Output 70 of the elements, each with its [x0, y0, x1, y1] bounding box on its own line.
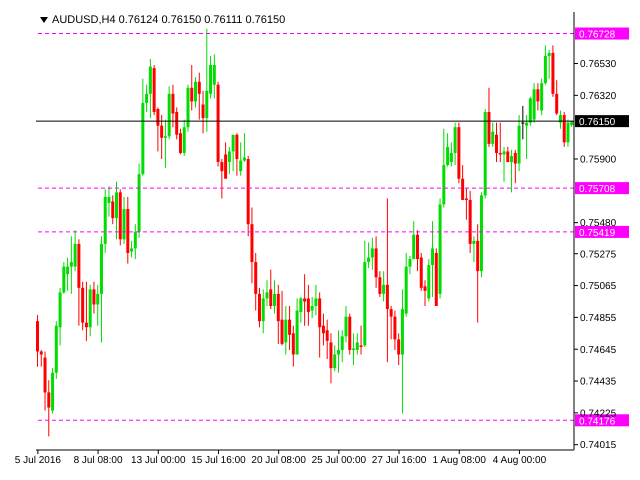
candlestick — [265, 280, 268, 307]
candlestick — [431, 220, 434, 298]
candlestick — [370, 237, 374, 270]
candlestick — [284, 306, 288, 356]
y-tick-label: 0.75065 — [580, 281, 617, 292]
candlestick — [382, 270, 386, 302]
y-tick-label: 0.74645 — [580, 344, 617, 356]
y-tick-label: 0.76530 — [580, 59, 617, 70]
candlestick — [212, 54, 216, 99]
ref-line-label: 0.74176 — [579, 416, 616, 428]
y-tick-label: 0.75900 — [580, 154, 617, 166]
candlestick — [360, 325, 363, 356]
candlestick — [310, 296, 314, 319]
candlestick — [66, 257, 70, 292]
candlestick — [111, 194, 114, 225]
x-tick-label: 8 Jul 08:00 — [74, 455, 123, 466]
candlestick — [566, 119, 570, 148]
candlestick — [494, 122, 498, 163]
candlestick — [232, 134, 235, 172]
x-tick-label: 1 Aug 08:00 — [432, 455, 486, 466]
candlestick — [220, 158, 224, 199]
candlestick — [506, 146, 510, 163]
candlestick — [194, 76, 198, 108]
candlestick — [498, 122, 502, 163]
y-tick-label: 0.75275 — [580, 249, 617, 260]
candlestick — [92, 281, 96, 314]
x-tick-label: 5 Jul 2016 — [14, 455, 62, 466]
candlestick — [84, 281, 88, 342]
candlestick — [239, 142, 242, 176]
candlestick — [303, 274, 306, 326]
candlestick — [262, 288, 265, 334]
ref-line-label: 0.75419 — [579, 228, 616, 239]
candlestick — [273, 280, 276, 314]
y-tick-label: 0.74855 — [580, 312, 617, 324]
candlestick — [536, 82, 540, 112]
candlestick — [70, 236, 73, 294]
ref-line-label: 0.76150 — [579, 117, 616, 128]
candlestick — [378, 270, 382, 298]
x-tick-label: 20 Jul 08:00 — [251, 455, 306, 466]
chart-title: AUDUSD,H4 0.76124 0.76150 0.76111 0.76150 — [52, 14, 286, 26]
candlestick — [47, 380, 50, 437]
candlestick — [472, 236, 476, 263]
ref-line-label: 0.76728 — [579, 30, 616, 41]
candlestick — [510, 149, 514, 193]
candlestick — [514, 149, 517, 184]
candlestick — [96, 284, 100, 326]
candlestick — [491, 122, 494, 148]
candlestick — [525, 114, 528, 160]
candlestick — [306, 284, 310, 326]
candlestick — [130, 240, 134, 258]
candlestick — [190, 64, 194, 112]
candlestick — [288, 306, 292, 350]
x-tick-label: 15 Jul 16:00 — [191, 455, 246, 466]
x-tick-label: 13 Jul 00:00 — [131, 455, 186, 466]
candlestick — [336, 330, 340, 374]
x-tick-label: 25 Jul 00:00 — [312, 455, 367, 466]
x-tick-label: 27 Jul 16:00 — [372, 455, 427, 466]
y-tick-label: 0.74015 — [580, 440, 617, 452]
candlestick — [333, 344, 336, 372]
ref-line-label: 0.75708 — [579, 184, 616, 196]
candlestick — [502, 146, 506, 182]
candlestick — [352, 332, 356, 366]
y-tick-label: 0.74435 — [580, 376, 617, 388]
candlestick — [314, 284, 318, 316]
candlestick — [242, 132, 246, 163]
candlestick — [269, 269, 272, 310]
y-tick-label: 0.76320 — [580, 90, 617, 102]
candlestick — [356, 332, 359, 356]
candlestick — [344, 306, 348, 343]
x-tick-label: 4 Aug 00:00 — [492, 455, 547, 466]
